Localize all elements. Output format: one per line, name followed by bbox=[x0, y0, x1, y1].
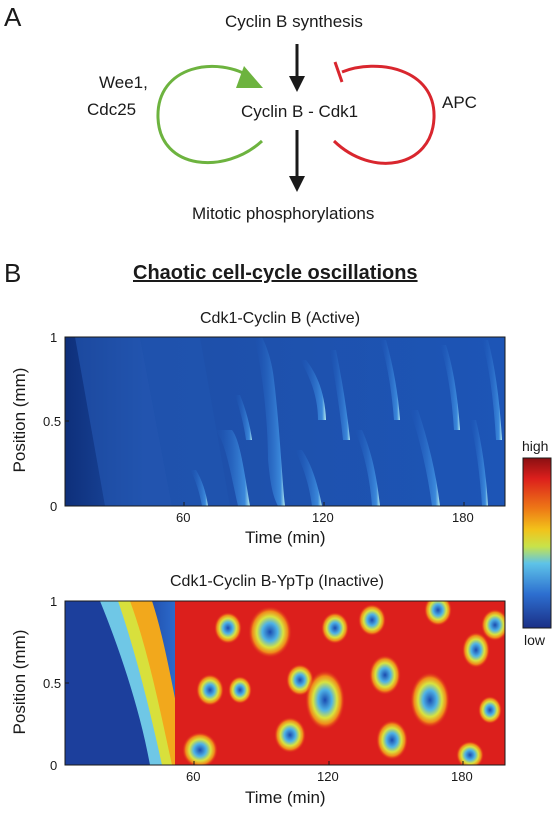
plot-inactive-xlabel: Time (min) bbox=[245, 788, 326, 807]
synthesis-label: Cyclin B synthesis bbox=[225, 12, 363, 31]
inhibition-loop bbox=[332, 64, 436, 165]
output-label: Mitotic phosphorylations bbox=[192, 204, 375, 223]
plot-active-title: Cdk1-Cyclin B (Active) bbox=[200, 310, 361, 327]
plot-active-ytick-label-0: 0 bbox=[50, 499, 58, 514]
plot-active-xlabel: Time (min) bbox=[245, 528, 326, 547]
plot-active-ytick-label-1: 1 bbox=[50, 330, 58, 345]
inhibitor-label: APC bbox=[442, 93, 477, 112]
colorbar-high-label: high bbox=[522, 438, 549, 454]
colorbar-low-label: low bbox=[524, 632, 546, 648]
panel-a-letter: A bbox=[4, 2, 22, 32]
complex-label: Cyclin B - Cdk1 bbox=[241, 102, 359, 121]
plot-inactive-xtick-label-180: 180 bbox=[451, 769, 473, 784]
output-arrow-head bbox=[289, 176, 305, 192]
plot-inactive-ytick-label-05: 0.5 bbox=[43, 676, 62, 691]
plot-inactive-xtick-label-60: 60 bbox=[186, 769, 201, 784]
activation-arrow-head bbox=[236, 66, 263, 88]
inactive-dips bbox=[182, 601, 505, 765]
plot-inactive-xtick-label-120: 120 bbox=[317, 769, 339, 784]
colorbar-gradient bbox=[522, 457, 552, 629]
activator-label-line2: Cdc25 bbox=[87, 100, 137, 119]
plot-inactive-ytick-label-1: 1 bbox=[50, 594, 58, 609]
active-wavefronts bbox=[190, 337, 502, 506]
plot-active-xtick-label-180: 180 bbox=[452, 510, 474, 525]
plot-inactive-ytick-label-0: 0 bbox=[50, 758, 58, 773]
panel-b-letter: B bbox=[4, 258, 22, 288]
plot-active-xtick-label-120: 120 bbox=[312, 510, 334, 525]
plot-inactive-title: Cdk1-Cyclin B-YpTp (Inactive) bbox=[170, 573, 384, 590]
plot-active-xtick-label-60: 60 bbox=[176, 510, 191, 525]
activator-label-line1: Wee1, bbox=[99, 73, 148, 92]
panel-b-heading: Chaotic cell-cycle oscillations bbox=[133, 262, 418, 284]
activation-loop bbox=[156, 64, 264, 164]
synthesis-arrow-head bbox=[289, 76, 305, 92]
inhibition-bar bbox=[333, 61, 344, 83]
plot-active-ytick-label-05: 0.5 bbox=[43, 414, 62, 429]
